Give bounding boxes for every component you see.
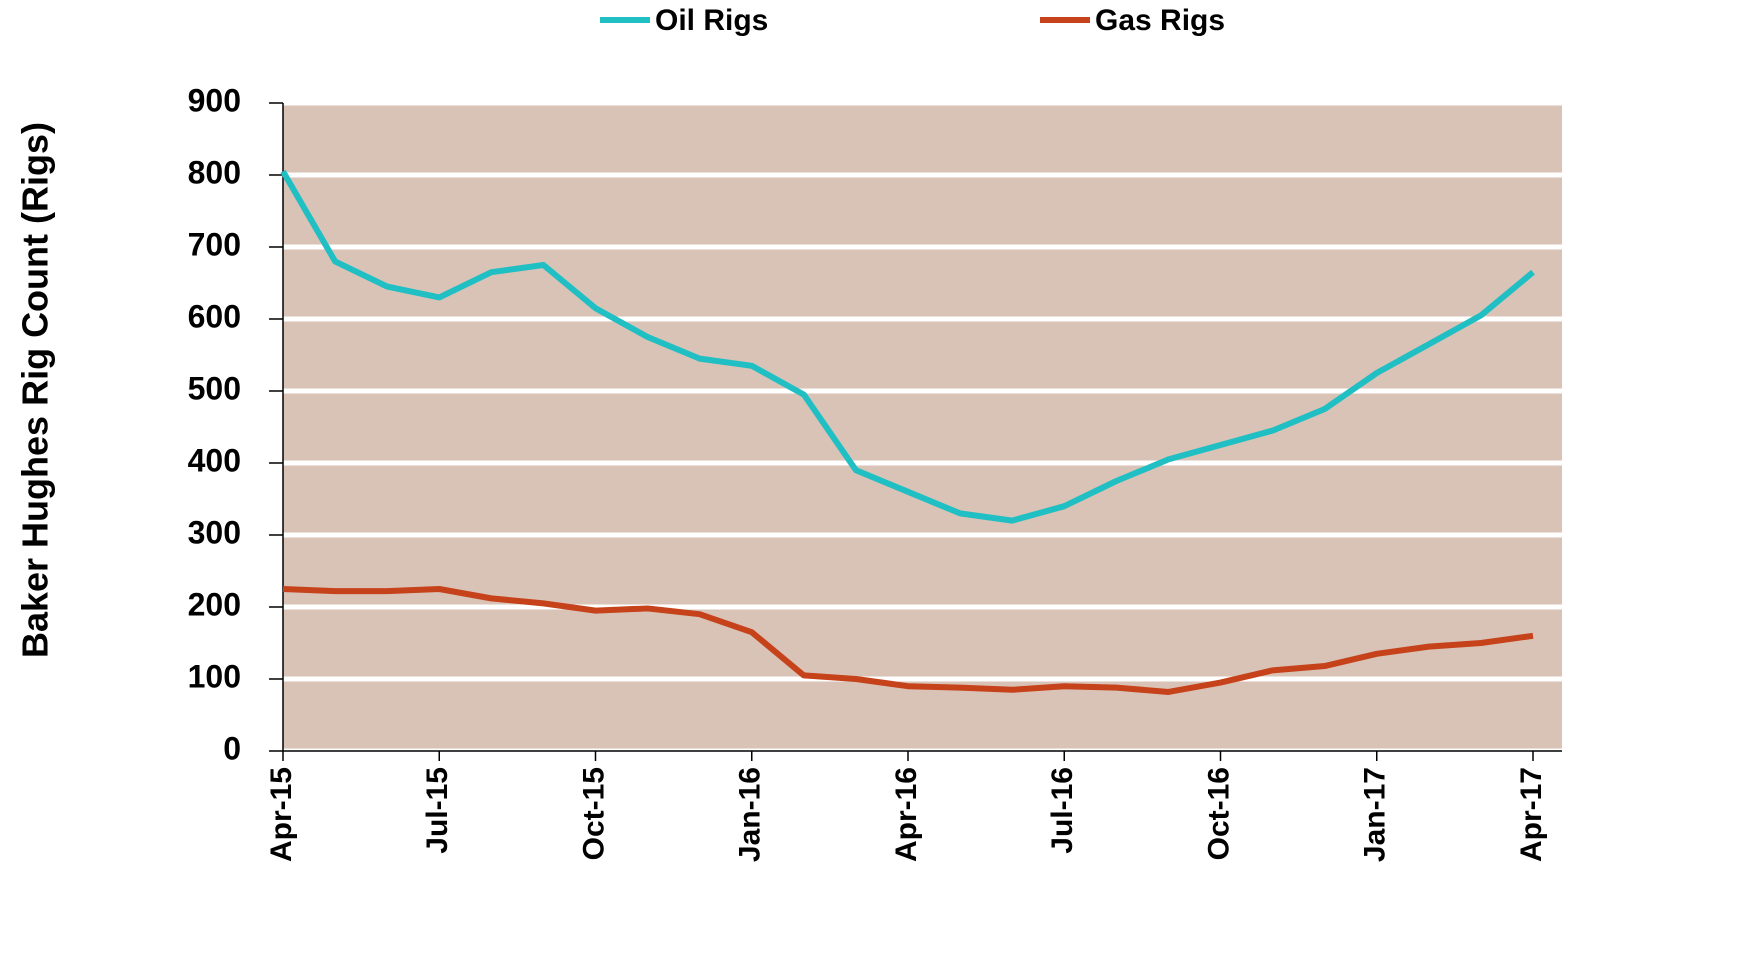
y-axis-label: Baker Hughes Rig Count (Rigs) xyxy=(15,122,56,658)
y-tick-label: 900 xyxy=(188,82,241,118)
x-tick-label: Apr-15 xyxy=(265,767,298,862)
x-tick-label: Jul-16 xyxy=(1046,767,1079,854)
y-tick-label: 100 xyxy=(188,658,241,694)
y-tick-label: 0 xyxy=(223,730,241,766)
y-tick-label: 600 xyxy=(188,298,241,334)
x-tick-label: Jan-17 xyxy=(1359,767,1392,862)
x-tick-label: Oct-16 xyxy=(1202,767,1235,860)
series-line xyxy=(280,169,1535,524)
y-tick-label: 500 xyxy=(188,370,241,406)
legend-label: Oil Rigs xyxy=(655,4,768,37)
series-line xyxy=(282,586,1534,695)
y-tick-label: 800 xyxy=(188,154,241,190)
y-tick-label: 400 xyxy=(188,442,241,478)
y-tick-label: 700 xyxy=(188,226,241,262)
legend-label: Gas Rigs xyxy=(1095,4,1225,37)
y-tick-label: 200 xyxy=(188,586,241,622)
x-tick-label: Oct-15 xyxy=(577,767,610,860)
plot-background xyxy=(283,103,1562,751)
x-tick-label: Jan-16 xyxy=(734,767,767,862)
y-tick-label: 300 xyxy=(188,514,241,550)
x-tick-label: Apr-17 xyxy=(1515,767,1548,862)
x-tick-label: Apr-16 xyxy=(890,767,923,862)
x-tick-label: Jul-15 xyxy=(421,767,454,854)
